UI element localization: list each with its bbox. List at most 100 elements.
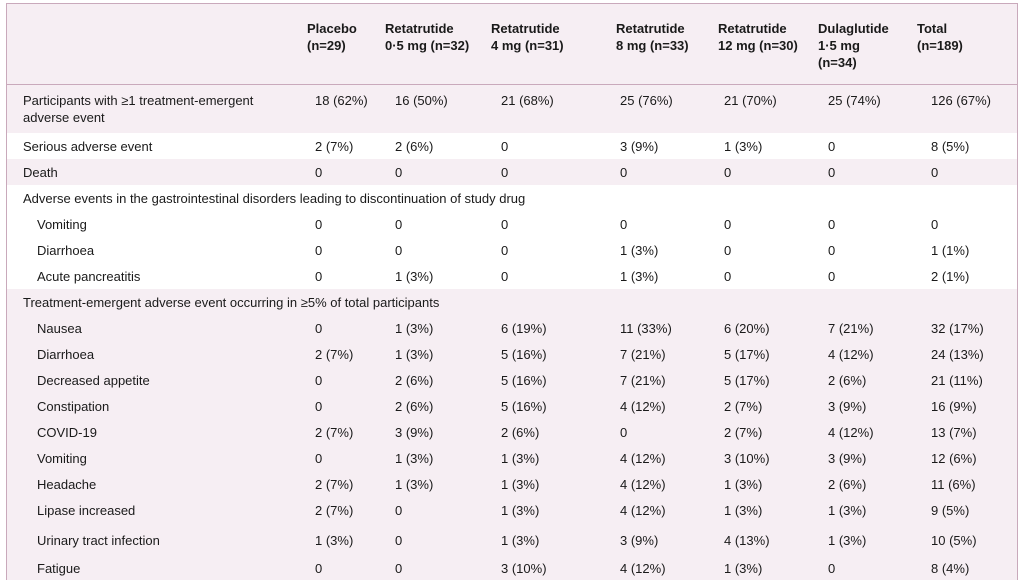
table-cell-value: 0: [724, 269, 732, 284]
row-label: COVID-19: [37, 425, 97, 440]
table-cell-value: 0: [395, 533, 403, 548]
table-row-background: [7, 263, 1017, 289]
table-cell-value: 4 (12%): [620, 503, 666, 518]
row-label: adverse event: [23, 110, 105, 125]
table-cell-value: 21 (70%): [724, 93, 777, 108]
table-cell-value: 0: [315, 561, 323, 576]
table-cell-value: 2 (6%): [828, 477, 867, 492]
table-cell-value: 0: [724, 165, 732, 180]
table-cell-value: 5 (16%): [501, 399, 547, 414]
table-cell-value: 25 (76%): [620, 93, 673, 108]
table-cell-value: 2 (7%): [315, 425, 354, 440]
table-cell-value: 1 (3%): [724, 139, 763, 154]
table-row-background: [7, 185, 1017, 211]
row-label: Fatigue: [37, 561, 81, 576]
table-cell-value: 0: [828, 165, 836, 180]
table-cell-value: 11 (33%): [620, 321, 672, 336]
row-label: Nausea: [37, 321, 82, 336]
table-cell-value: 1 (3%): [395, 347, 434, 362]
table-cell-value: 5 (16%): [501, 373, 547, 388]
table-cell-value: 4 (12%): [620, 561, 666, 576]
table-cell-value: 16 (9%): [931, 399, 977, 414]
table-cell-value: 1 (3%): [395, 451, 434, 466]
table-cell-value: 13 (7%): [931, 425, 977, 440]
table-cell-value: 2 (6%): [395, 139, 434, 154]
table-cell-value: 0: [315, 451, 323, 466]
table-cell-value: 0: [315, 243, 323, 258]
table-cell-value: 4 (12%): [620, 451, 666, 466]
table-cell-value: 126 (67%): [931, 93, 991, 108]
table-cell-value: 2 (6%): [395, 399, 434, 414]
table-cell-value: 0: [620, 425, 628, 440]
table-cell-value: 2 (7%): [315, 503, 354, 518]
table-cell-value: 0: [501, 243, 509, 258]
table-cell-value: 0: [501, 139, 509, 154]
table-cell-value: 0: [501, 165, 509, 180]
table-cell-value: 1 (3%): [315, 533, 354, 548]
column-header-line: (n=189): [917, 38, 963, 53]
table-cell-value: 1 (1%): [931, 243, 970, 258]
table-cell-value: 7 (21%): [620, 373, 666, 388]
row-label: Constipation: [37, 399, 110, 414]
table-cell-value: 4 (12%): [620, 477, 666, 492]
table-cell-value: 3 (9%): [828, 399, 867, 414]
table-cell-value: 1 (3%): [501, 477, 540, 492]
table-cell-value: 1 (3%): [620, 269, 659, 284]
table-row-background: [7, 211, 1017, 237]
column-header-line: 4 mg (n=31): [491, 38, 564, 53]
row-label: Urinary tract infection: [37, 533, 160, 548]
table-cell-value: 12 (6%): [931, 451, 977, 466]
row-label: Vomiting: [37, 451, 87, 466]
table-row-background: [7, 237, 1017, 263]
table-cell-value: 3 (10%): [724, 451, 770, 466]
table-cell-value: 1 (3%): [395, 321, 434, 336]
table-cell-value: 0: [315, 399, 323, 414]
table-cell-value: 3 (9%): [620, 139, 659, 154]
table-cell-value: 2 (7%): [315, 139, 354, 154]
table-cell-value: 0: [828, 269, 836, 284]
row-label: Diarrhoea: [37, 347, 95, 362]
column-header-line: Dulaglutide: [818, 21, 889, 36]
table-cell-value: 0: [315, 165, 323, 180]
table-cell-value: 0: [724, 217, 732, 232]
table-cell-value: 16 (50%): [395, 93, 448, 108]
table-cell-value: 0: [395, 165, 403, 180]
row-label: Lipase increased: [37, 503, 136, 518]
table-cell-value: 0: [315, 269, 323, 284]
table-cell-value: 2 (1%): [931, 269, 970, 284]
column-header-line: (n=34): [818, 55, 857, 70]
table-cell-value: 2 (7%): [315, 477, 354, 492]
section-heading: Treatment-emergent adverse event occurri…: [23, 295, 440, 310]
table-cell-value: 1 (3%): [501, 503, 540, 518]
table-cell-value: 0: [724, 243, 732, 258]
table-cell-value: 0: [395, 217, 403, 232]
table-cell-value: 8 (4%): [931, 561, 970, 576]
table-cell-value: 10 (5%): [931, 533, 977, 548]
table-cell-value: 4 (13%): [724, 533, 770, 548]
table-cell-value: 0: [828, 217, 836, 232]
table-cell-value: 21 (11%): [931, 373, 983, 388]
table-cell-value: 25 (74%): [828, 93, 881, 108]
table-cell-value: 6 (19%): [501, 321, 547, 336]
table-cell-value: 1 (3%): [395, 269, 434, 284]
table-cell-value: 0: [315, 321, 323, 336]
table-cell-value: 1 (3%): [724, 477, 763, 492]
table-cell-value: 3 (9%): [620, 533, 659, 548]
table-cell-value: 0: [315, 217, 323, 232]
table-cell-value: 6 (20%): [724, 321, 770, 336]
table-cell-value: 3 (9%): [395, 425, 434, 440]
table-cell-value: 0: [620, 217, 628, 232]
table-cell-value: 2 (6%): [501, 425, 540, 440]
table-cell-value: 5 (17%): [724, 373, 770, 388]
column-header-line: Total: [917, 21, 948, 36]
table-cell-value: 0: [501, 217, 509, 232]
column-header-line: (n=29): [307, 38, 346, 53]
column-header-line: 1·5 mg: [818, 38, 860, 53]
table-cell-value: 0: [620, 165, 628, 180]
table-cell-value: 5 (17%): [724, 347, 770, 362]
row-label: Acute pancreatitis: [37, 269, 141, 284]
table-cell-value: 0: [395, 503, 403, 518]
row-label: Death: [23, 165, 58, 180]
table-cell-value: 0: [395, 561, 403, 576]
table-cell-value: 4 (12%): [828, 347, 874, 362]
